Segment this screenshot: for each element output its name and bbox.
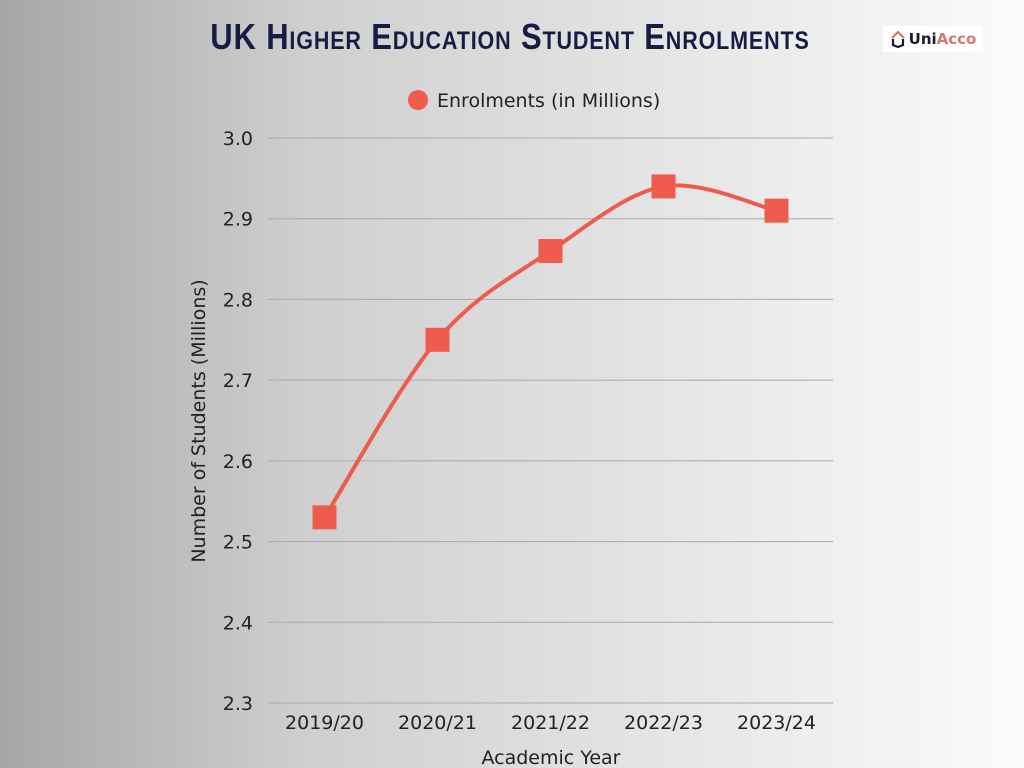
- logo-text-uni: Uni: [908, 30, 937, 48]
- x-tick-label: 2020/21: [398, 712, 477, 734]
- house-icon: [890, 30, 905, 48]
- y-tick-label: 2.7: [223, 370, 253, 392]
- data-point: [312, 505, 337, 530]
- x-tick-label: 2022/23: [624, 712, 703, 734]
- legend-marker: [408, 90, 428, 110]
- y-tick-label: 2.9: [223, 209, 253, 231]
- data-point: [425, 327, 450, 352]
- y-tick-label: 3.0: [223, 128, 253, 150]
- uniacco-logo: Uni Acco: [883, 26, 983, 52]
- series-line: [322, 183, 777, 519]
- x-tick-label: 2021/22: [511, 712, 590, 734]
- x-tick-label: 2019/20: [285, 712, 364, 734]
- x-tick-label: 2023/24: [737, 712, 816, 734]
- data-point: [764, 198, 789, 223]
- y-tick-label: 2.8: [223, 289, 253, 311]
- y-tick-label: 2.4: [223, 612, 253, 634]
- y-axis-label: Number of Students (Millions): [188, 279, 210, 562]
- logo-text-acco: Acco: [936, 30, 977, 48]
- x-axis-label: Academic Year: [481, 747, 620, 768]
- legend-label: Enrolments (in Millions): [437, 90, 660, 112]
- y-tick-label: 2.5: [223, 532, 253, 554]
- data-point: [651, 174, 676, 199]
- chart-title: UK Higher Education Student Enrolments: [210, 16, 810, 57]
- y-tick-label: 2.3: [223, 693, 253, 715]
- data-point: [538, 239, 563, 263]
- y-tick-label: 2.6: [223, 451, 253, 473]
